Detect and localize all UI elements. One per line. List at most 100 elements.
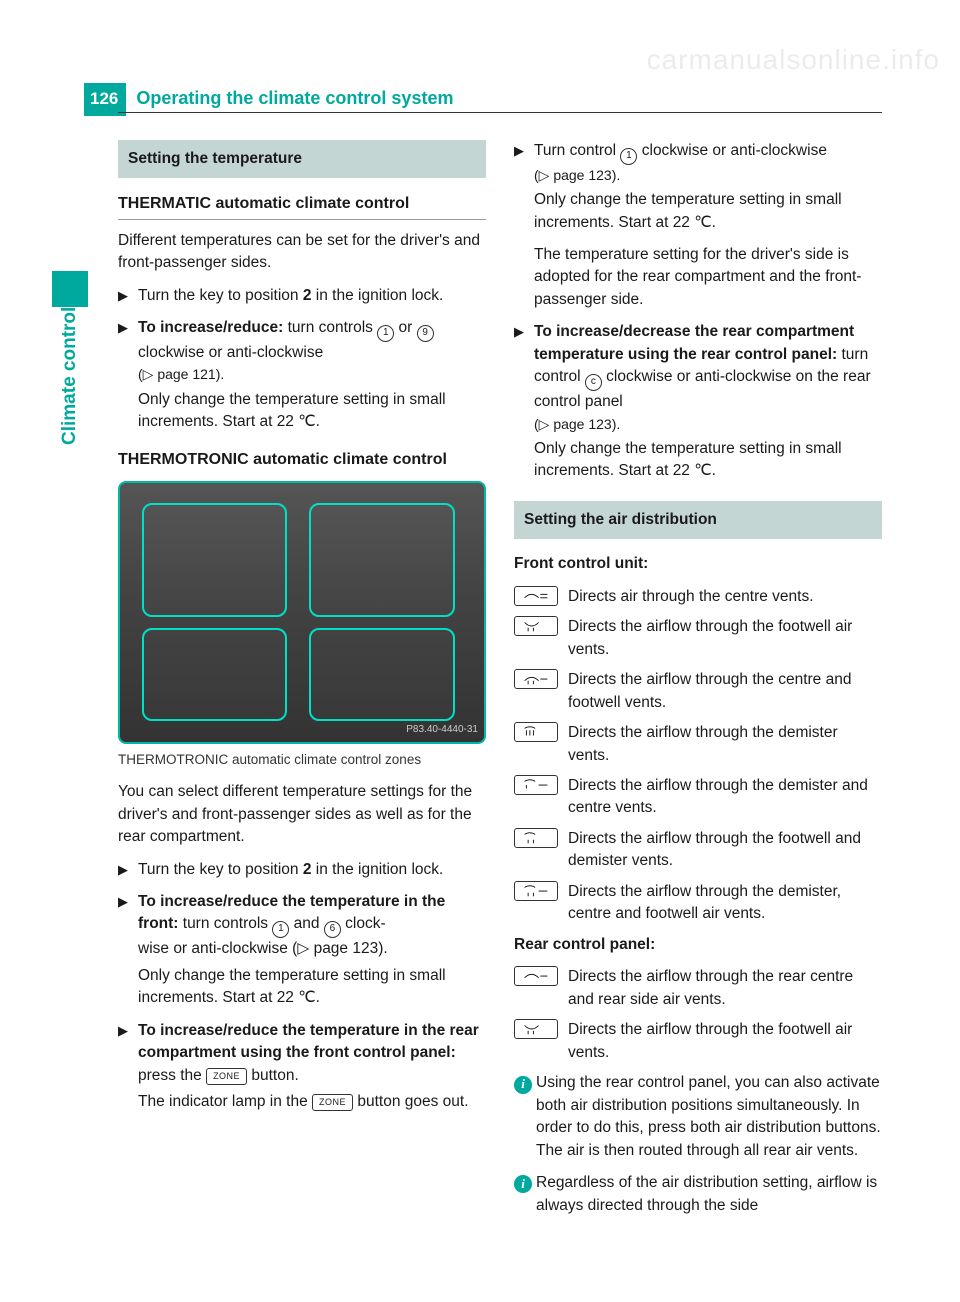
air-distribution-icon — [514, 1019, 558, 1039]
text: turn controls — [178, 915, 272, 932]
text: or — [394, 319, 416, 336]
text: button goes out. — [353, 1093, 468, 1110]
info-text: Regardless of the air distribution setti… — [536, 1172, 882, 1217]
step: ▶ Turn the key to position 2 in the igni… — [118, 285, 486, 307]
right-column: ▶ Turn control 1 clockwise or anti-clock… — [514, 140, 882, 1227]
zone-button-icon: ZONE — [206, 1068, 247, 1085]
distribution-desc: Directs the airflow through the demis­te… — [568, 881, 882, 926]
side-tab-square — [52, 271, 88, 307]
step-marker-icon: ▶ — [514, 140, 534, 234]
step-continuation: Only change the temperature setting in s… — [534, 438, 882, 483]
info-icon: i — [514, 1172, 536, 1217]
text: clock- — [341, 915, 386, 932]
distribution-row: Directs the airflow through the demis­te… — [514, 722, 882, 767]
text: turn controls — [283, 319, 377, 336]
info-icon: i — [514, 1072, 536, 1162]
step: ▶ To increase/reduce the temperature in … — [118, 1020, 486, 1114]
air-distribution-icon — [514, 966, 558, 986]
distribution-row: Directs the airflow through the foot­wel… — [514, 1019, 882, 1064]
distribution-row: Directs air through the centre vents. — [514, 586, 882, 608]
air-distribution-icon — [514, 722, 558, 742]
rear-control-label: Rear control panel: — [514, 934, 882, 956]
text: Turn the key to position — [138, 861, 303, 878]
page-ref: (▷ page 123). — [534, 165, 882, 185]
text: and — [289, 915, 323, 932]
step: ▶ To increase/reduce the temperature in … — [118, 891, 486, 1010]
step: ▶ Turn the key to position 2 in the igni… — [118, 859, 486, 881]
page-ref: (▷ page 121). — [138, 364, 486, 384]
figure-id: P83.40-4440-31 — [406, 723, 478, 738]
distribution-row: Directs the airflow through the demis­te… — [514, 775, 882, 820]
distribution-desc: Directs the airflow through the demis­te… — [568, 775, 882, 820]
text: wise or anti-clockwise (▷ page 123). — [138, 938, 486, 960]
step-continuation: Only change the temperature setting in s… — [138, 965, 486, 1010]
zone-button-icon: ZONE — [312, 1094, 353, 1111]
page-number: 126 — [84, 83, 126, 116]
side-tab: Climate control — [52, 273, 88, 455]
text: Turn the key to position — [138, 287, 303, 304]
text-bold: To increase/reduce: — [138, 319, 283, 336]
step: ▶ To increase/decrease the rear compart­… — [514, 321, 882, 482]
text: The indicator lamp in the — [138, 1093, 312, 1110]
text: clockwise or anti-clockwise — [637, 142, 827, 159]
front-control-label: Front control unit: — [514, 553, 882, 575]
distribution-row: Directs the airflow through the demis­te… — [514, 881, 882, 926]
distribution-desc: Directs the airflow through the centre a… — [568, 669, 882, 714]
air-distribution-icon — [514, 881, 558, 901]
step-body: To increase/reduce the temperature in th… — [138, 1020, 486, 1114]
text-bold: To increase/decrease the rear compart­me… — [534, 323, 854, 362]
distribution-desc: Directs the airflow through the demis­te… — [568, 722, 882, 767]
section-setting-temperature: Setting the temperature — [118, 140, 486, 178]
step-body: To increase/decrease the rear compart­me… — [534, 321, 882, 482]
left-column: Setting the temperature THERMATIC automa… — [118, 140, 486, 1227]
step-body: Turn the key to position 2 in the igniti… — [138, 285, 486, 307]
step-marker-icon: ▶ — [514, 321, 534, 482]
step-body: Turn the key to position 2 in the igniti… — [138, 859, 486, 881]
control-ref-icon: 6 — [324, 921, 341, 938]
text: press the — [138, 1067, 206, 1084]
text: in the ignition lock. — [311, 861, 443, 878]
control-ref-icon: 1 — [377, 325, 394, 342]
step: ▶ To increase/reduce: turn controls 1 or… — [118, 317, 486, 433]
page-title: Operating the climate control system — [136, 85, 453, 111]
text: in the ignition lock. — [311, 287, 443, 304]
control-ref-icon: 1 — [620, 148, 637, 165]
step-continuation: Only change the temperature setting in s… — [138, 389, 486, 434]
note-text: The temperature setting for the driver's… — [534, 244, 882, 311]
watermark: carmanualsonline.info — [647, 40, 940, 81]
step-marker-icon: ▶ — [118, 317, 138, 433]
thermatic-intro: Different temperatures can be set for th… — [118, 230, 486, 275]
distribution-row: Directs the airflow through the rear cen… — [514, 966, 882, 1011]
distribution-desc: Directs air through the centre vents. — [568, 586, 882, 608]
distribution-desc: Directs the airflow through the foot­wel… — [568, 1019, 882, 1064]
distribution-row: Directs the airflow through the foot­wel… — [514, 828, 882, 873]
page-header: 126 Operating the climate control system — [84, 83, 900, 116]
distribution-desc: Directs the airflow through the foot­wel… — [568, 616, 882, 661]
text: clockwise or anti-clockwise — [138, 344, 323, 361]
distribution-desc: Directs the airflow through the foot­wel… — [568, 828, 882, 873]
page-ref: (▷ page 123). — [534, 414, 882, 434]
text: button. — [247, 1067, 299, 1084]
section-air-distribution: Setting the air distribution — [514, 501, 882, 539]
step-body: To increase/reduce: turn controls 1 or 9… — [138, 317, 486, 433]
step-body: Turn control 1 clockwise or anti-clockwi… — [534, 140, 882, 234]
info-note: i Using the rear control panel, you can … — [514, 1072, 882, 1162]
rear-distribution-list: Directs the airflow through the rear cen… — [514, 966, 882, 1064]
air-distribution-icon — [514, 828, 558, 848]
step-marker-icon: ▶ — [118, 859, 138, 881]
content: Setting the temperature THERMATIC automa… — [118, 140, 882, 1227]
thermotronic-intro: You can select different temperature set… — [118, 781, 486, 848]
distribution-row: Directs the airflow through the foot­wel… — [514, 616, 882, 661]
front-distribution-list: Directs air through the centre vents. Dir… — [514, 586, 882, 926]
step-body: To increase/reduce the temperature in th… — [138, 891, 486, 1010]
air-distribution-icon — [514, 586, 558, 606]
text: Turn control — [534, 142, 620, 159]
step-continuation: The indicator lamp in the ZONE button go… — [138, 1091, 486, 1113]
step-marker-icon: ▶ — [118, 285, 138, 307]
step-continuation: Only change the temperature setting in s… — [534, 189, 882, 234]
step-marker-icon: ▶ — [118, 891, 138, 1010]
side-tab-label: Climate control — [56, 307, 84, 455]
heading-thermotronic: THERMOTRONIC automatic climate control — [118, 448, 486, 471]
info-text: Using the rear control panel, you can al… — [536, 1072, 882, 1162]
step-marker-icon: ▶ — [118, 1020, 138, 1114]
